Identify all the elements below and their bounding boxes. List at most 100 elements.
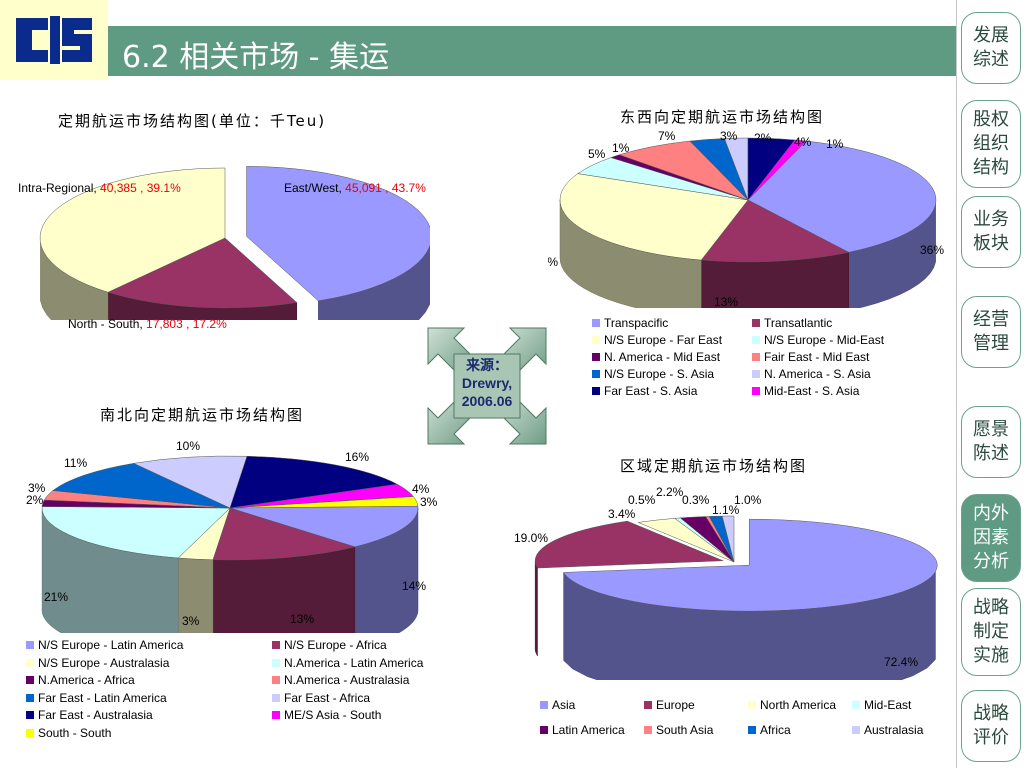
legend-swatch: [26, 658, 34, 667]
legend-item-transatlantic: Transatlantic: [752, 316, 832, 330]
pct-label-far-east-latin-america: 11%: [64, 456, 87, 470]
sidebar-item-8[interactable]: 战略评价: [961, 690, 1021, 762]
pct-label-far-east-s-asia: 4%: [794, 135, 812, 149]
pie-slice-north-south: [107, 237, 298, 309]
legend-label: North America: [760, 698, 837, 712]
pct-label-south-asia: 0.3%: [682, 493, 710, 507]
chart-title-regional: 区域定期航运市场结构图: [620, 457, 808, 475]
legend-item-far-east-s-asia: Far East - S. Asia: [592, 384, 697, 398]
pct-label-latin-america: 2.2%: [656, 485, 684, 499]
pie-chart-regional: 72.4% 19.0% 3.4%0.5%2.2%0.3%1.1%1.0%: [514, 485, 938, 680]
legend-item-far-east-africa: Far East - Africa: [272, 691, 370, 705]
pct-label-n-s-europe-mid-east: 5%: [588, 147, 606, 161]
legend-swatch: [752, 319, 760, 327]
legend-swatch: [644, 726, 652, 734]
legend-label: Latin America: [552, 723, 625, 737]
legend-item-mid-east-s-asia: Mid-East - S. Asia: [752, 384, 859, 398]
label-east-west: East/West, 45,091 , 43.7%: [284, 181, 426, 195]
legend-label: Mid-East - S. Asia: [764, 384, 860, 398]
pct-label-n-s-europe-s-asia: 3%: [720, 129, 738, 143]
pct-label-europe: 19.0%: [514, 531, 548, 545]
legend-item-n-america-s-asia: N. America - S. Asia: [752, 367, 871, 381]
legend-item-n-s-europe-australasia: N/S Europe - Australasia: [26, 656, 169, 670]
legend-label: Asia: [552, 698, 576, 712]
legend-swatch: [644, 701, 652, 709]
pct-label-mid-east-s-asia: 1%: [826, 137, 844, 151]
sidebar-item-label: 发展综述: [973, 25, 1009, 70]
sidebar-item-7[interactable]: 战略制定实施: [961, 588, 1021, 676]
pct-label-n-america-australasia: 3%: [28, 481, 46, 495]
legend-item-n-s-europe-africa: N/S Europe - Africa: [272, 638, 387, 652]
sidebar-item-label: 战略评价: [973, 703, 1009, 748]
sidebar-item-6[interactable]: 内外因素分析: [961, 494, 1021, 582]
pie-slice-south-south: [229, 496, 419, 509]
legend-label: N/S Europe - Australasia: [38, 655, 170, 670]
legend-label: N/S Europe - Latin America: [38, 638, 184, 652]
sidebar-item-3[interactable]: 业务板块: [961, 196, 1021, 268]
pie-slice-mid-east-s-asia: [747, 139, 807, 201]
sidebar-nav: 发展综述股权组织结构 业务板块经营管理愿景陈述内外因素分析 战略制定实施战略评价: [956, 0, 1024, 768]
legend-swatch: [752, 387, 760, 395]
legend-label: N/S Europe - S. Asia: [604, 367, 715, 381]
pct-label-north-america: 3.4%: [608, 507, 636, 521]
legend-swatch: [26, 693, 34, 702]
sidebar-item-2[interactable]: 股权组织结构: [961, 100, 1021, 188]
legend-item-europe: Europe: [644, 698, 695, 712]
legend-swatch: [592, 336, 600, 344]
pie-slice-far-east-africa: [132, 455, 248, 509]
pie-slice-n-america-latin-america: [41, 506, 231, 559]
legend-item-south-south: South - South: [26, 726, 111, 740]
pie-slice-europe: [534, 520, 724, 569]
pie-chart-north-south: 14%13%3%21%2%3%11%10%16%4%3%: [26, 439, 438, 633]
pct-label-n-america-s-asia: 2%: [754, 131, 772, 145]
sidebar-item-label: 股权组织结构: [973, 109, 1009, 178]
legend-label: ME/S Asia - South: [284, 708, 382, 722]
legend-item-asia: Asia: [540, 698, 575, 712]
legend-label: Australasia: [864, 723, 924, 737]
legend-label: N.America - Latin America: [284, 655, 424, 670]
legend-item-n-s-europe-latin-america: N/S Europe - Latin America: [26, 638, 183, 652]
legend-item-n-america-mid-east: N. America - Mid East: [592, 350, 720, 364]
legend-label: Africa: [760, 723, 791, 737]
legend-label: Transpacific: [604, 316, 669, 330]
legend-label: N/S Europe - Mid-East: [764, 333, 885, 347]
legend-label: N.America - Australasia: [284, 673, 410, 687]
legend-swatch: [852, 726, 860, 734]
legend-item-far-east-latin-america: Far East - Latin America: [26, 691, 167, 705]
legend-swatch: [272, 711, 280, 719]
chart-title-north-south: 南北向定期航运市场结构图: [100, 406, 305, 424]
legend-item-mid-east: Mid-East: [852, 698, 911, 712]
legend-swatch: [26, 711, 34, 719]
chart-title-east-west: 东西向定期航运市场结构图: [620, 108, 825, 126]
label-north-south: North - South, 17,803 , 17.2%: [68, 317, 227, 331]
sidebar-item-4[interactable]: 经营管理: [961, 296, 1021, 368]
sidebar-item-label: 战略制定实施: [973, 597, 1009, 666]
sidebar-item-label: 内外因素分析: [973, 503, 1009, 572]
legend-swatch: [752, 336, 760, 344]
legend-item-africa: Africa: [748, 723, 791, 737]
legend-item-far-east-australasia: Far East - Australasia: [26, 708, 153, 722]
legend-swatch: [752, 353, 760, 361]
legend-swatch: [272, 676, 280, 684]
legend-item-n-america-australasia: N.America - Australasia: [272, 673, 409, 687]
legend-swatch: [592, 353, 600, 361]
pct-label-n-america-africa: 2%: [26, 493, 44, 507]
legend-regional: Asia Europe North America Mid-East Latin Ame…: [540, 698, 950, 742]
legend-swatch: [26, 728, 34, 737]
legend-label: N. America - S. Asia: [764, 367, 871, 381]
sidebar-item-5[interactable]: 愿景陈述: [961, 406, 1021, 478]
legend-swatch: [272, 693, 280, 702]
legend-item-n-s-europe-mid-east: N/S Europe - Mid-East: [752, 333, 884, 347]
pct-label-n-s-europe-africa: 13%: [290, 612, 314, 626]
legend-label: Far East - Latin America: [38, 690, 167, 705]
sidebar-item-1[interactable]: 发展综述: [961, 12, 1021, 84]
pct-label-me-s-asia-south: 4%: [412, 482, 430, 496]
pie-chart-east-west: 36% 13% 28% 5% 1% 7% 3% 2% 4% 1%: [548, 129, 944, 308]
legend-label: Far East - Africa: [284, 690, 371, 705]
legend-item-me-s-asia-south: ME/S Asia - South: [272, 708, 381, 722]
legend-swatch: [540, 701, 548, 709]
legend-label: Fair East - Mid East: [764, 350, 870, 364]
legend-swatch: [752, 370, 760, 378]
pct-label-n-s-europe-australasia: 3%: [182, 614, 200, 628]
legend-item-n-s-europe-s-asia: N/S Europe - S. Asia: [592, 367, 714, 381]
